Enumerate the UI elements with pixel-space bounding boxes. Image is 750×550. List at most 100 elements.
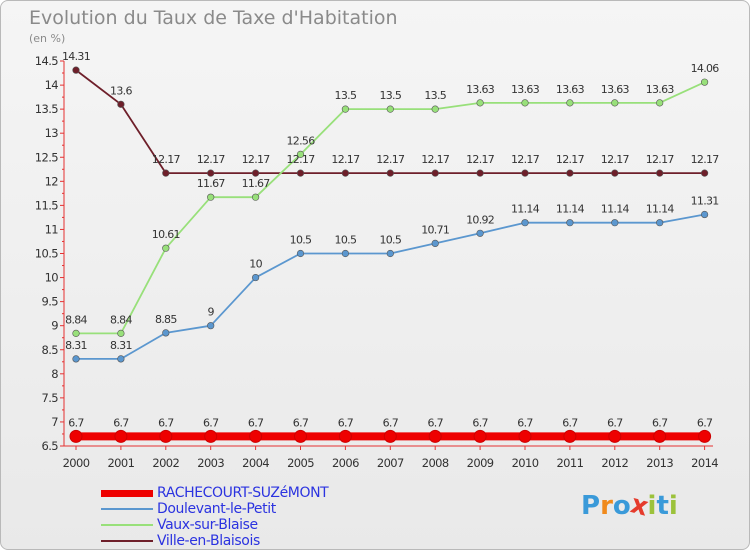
data-label: 6.7 [68,416,84,429]
data-label: 13.5 [335,89,357,102]
data-label: 8.84 [110,313,132,326]
x-tick-label: 2012 [601,456,628,470]
data-point [518,429,532,443]
data-point [521,99,529,107]
data-label: 12.17 [556,153,585,166]
data-point [521,169,529,177]
data-point [476,169,484,177]
data-point [383,429,397,443]
data-label: 9 [208,306,215,319]
data-label: 12.17 [466,153,495,166]
data-point [521,219,529,227]
data-label: 11.31 [691,195,719,208]
logo-letter: i [647,491,657,521]
y-tick-label: 10 [45,271,59,285]
data-point [476,229,484,237]
legend-swatch [101,540,153,542]
data-point [117,100,125,108]
data-label: 11.14 [646,203,675,216]
x-tick-label: 2010 [512,456,539,470]
data-point [700,78,709,86]
legend-label: RACHECOURT-SUZéMONT [157,485,329,501]
data-label: 6.7 [652,416,668,429]
data-point [431,169,439,177]
legend-item[interactable]: Doulevant-le-Petit [101,501,401,517]
data-point [207,193,215,201]
data-point [611,99,619,107]
data-point [386,105,394,113]
data-point [162,329,170,337]
x-tick-label: 2000 [63,456,90,470]
data-label: 14.06 [691,62,720,75]
data-point [162,169,170,177]
data-point [72,329,80,337]
data-label: 14.31 [62,50,90,63]
data-label: 13.5 [379,89,401,102]
legend-item[interactable]: RACHECOURT-SUZéMONT [101,485,401,501]
data-label: 6.7 [383,416,399,429]
chart-title: Evolution du Taux de Taxe d'Habitation [29,7,398,29]
data-point [653,429,667,443]
data-point [252,193,260,201]
y-tick-label: 14 [45,78,59,92]
y-tick-label: 14.5 [35,54,58,68]
data-label: 8.84 [65,313,87,326]
y-tick-label: 11.5 [35,198,58,212]
data-point [386,249,394,258]
data-point [563,429,577,443]
x-tick-label: 2002 [152,456,179,470]
data-point [294,429,307,443]
data-point [296,249,305,258]
x-tick-label: 2005 [287,456,314,470]
data-label: 12.17 [152,153,181,166]
x-tick-label: 2004 [242,456,269,470]
data-point [117,329,125,337]
data-label: 8.85 [155,313,177,326]
legend-swatch [101,490,153,497]
data-label: 11.67 [242,177,271,190]
legend-label: Doulevant-le-Petit [157,501,276,517]
x-tick-label: 2001 [107,456,134,470]
data-point [386,169,394,177]
data-point [566,169,574,177]
y-tick-label: 9.5 [42,295,59,309]
legend-item[interactable]: Ville-en-Blaisois [101,533,401,549]
logo-letter: i [668,491,678,521]
y-tick-label: 12.5 [35,150,58,164]
data-label: 8.31 [110,339,132,352]
y-tick-label: 13 [45,126,59,140]
legend: RACHECOURT-SUZéMONT Doulevant-le-Petit V… [101,485,401,549]
data-point [159,429,173,443]
logo-letter: o [612,491,631,521]
data-point [296,169,305,177]
data-label: 10.61 [152,228,180,241]
data-label: 6.7 [472,416,488,429]
data-point [431,105,439,113]
data-point [72,355,80,363]
data-point [700,210,709,219]
data-label: 10.5 [379,234,401,247]
legend-swatch [101,508,153,510]
data-label: 12.17 [242,153,271,166]
logo-letter: t [656,491,669,521]
data-label: 10 [249,258,262,271]
x-tick-label: 2008 [422,456,449,470]
data-point [338,429,352,443]
data-label: 12.17 [376,153,405,166]
data-point [207,322,215,330]
data-point [252,169,260,177]
x-tick-label: 2007 [377,456,404,470]
data-label: 11.14 [601,203,630,216]
proxiti-logo[interactable]: Proxiti [581,489,678,522]
legend-item[interactable]: Vaux-sur-Blaise [101,517,401,533]
data-label: 11.14 [511,203,540,216]
data-label: 12.17 [646,153,675,166]
data-label: 13.63 [511,83,540,96]
data-point [249,429,263,443]
data-label: 11.14 [556,203,585,216]
data-point [431,239,439,247]
data-point [69,429,83,443]
data-point [611,169,619,177]
data-point [341,169,350,177]
